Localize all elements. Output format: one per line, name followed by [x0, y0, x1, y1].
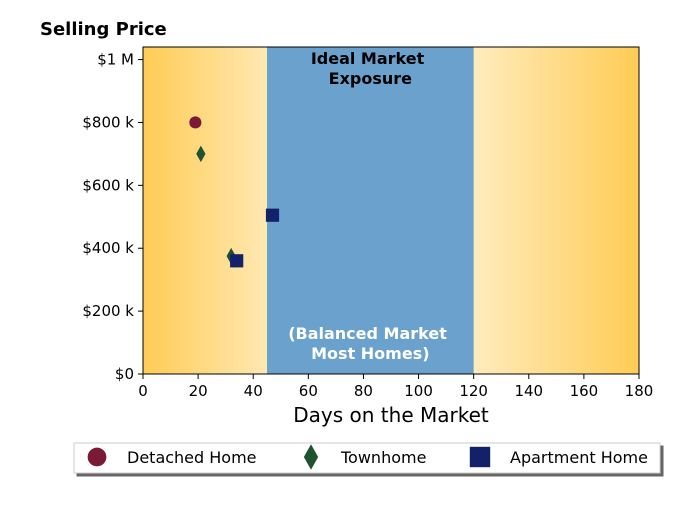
legend-label-apartment-home: Apartment Home — [510, 448, 648, 467]
apartment-home-point-2 — [265, 208, 280, 222]
x-axis-label: Days on the Market — [293, 403, 489, 427]
y-tick-label: $200 k — [82, 302, 134, 320]
legend-marker-townhome — [303, 444, 319, 470]
band-bottom-label-line-2: Most Homes) — [311, 344, 429, 363]
legend: Detached Home Townhome Apartment Home — [73, 442, 661, 474]
x-tick-label: 0 — [138, 382, 148, 400]
legend-label-townhome: Townhome — [340, 448, 426, 467]
y-tick-label: $0 — [115, 365, 134, 383]
x-tick-label: 60 — [299, 382, 318, 400]
ideal-exposure-band — [267, 47, 474, 374]
y-tick-label: $1 M — [97, 51, 134, 69]
data-markers — [189, 116, 280, 268]
band-bottom-label-line-1: (Balanced Market — [288, 324, 447, 343]
y-tick-label: $400 k — [82, 239, 134, 257]
x-tick-label: 40 — [244, 382, 263, 400]
legend-marker-detached-home — [87, 447, 107, 467]
townhome-point-1 — [196, 145, 206, 163]
y-tick-label: $600 k — [82, 176, 134, 194]
legend-items: Detached Home Townhome Apartment Home — [87, 444, 648, 470]
x-tick-label: 120 — [459, 382, 488, 400]
chart-title: Selling Price — [40, 19, 167, 40]
x-tick-label: 140 — [514, 382, 543, 400]
band-top-label: Ideal Market Exposure — [311, 49, 430, 88]
x-tick-label: 180 — [625, 382, 654, 400]
legend-box — [73, 442, 661, 474]
y-tick-label: $800 k — [82, 113, 134, 131]
y-axis: $0 $200 k $400 k $600 k $800 k $1 M — [82, 51, 143, 383]
x-tick-label: 80 — [354, 382, 373, 400]
x-axis: 0 20 40 60 80 100 120 140 160 180 — [138, 374, 653, 400]
plot-frame — [142, 46, 640, 375]
band-bottom-label: (Balanced Market Most Homes) — [288, 324, 452, 363]
band-top-label-line-1: Ideal Market — [311, 49, 425, 68]
x-tick-label: 160 — [570, 382, 599, 400]
x-tick-label: 20 — [189, 382, 208, 400]
band-top-label-line-2: Exposure — [329, 69, 413, 88]
legend-marker-apartment-home — [469, 446, 491, 468]
detached-home-point-1 — [189, 116, 202, 129]
x-tick-label: 100 — [404, 382, 433, 400]
apartment-home-point-1 — [230, 254, 244, 268]
legend-label-detached-home: Detached Home — [127, 448, 257, 467]
